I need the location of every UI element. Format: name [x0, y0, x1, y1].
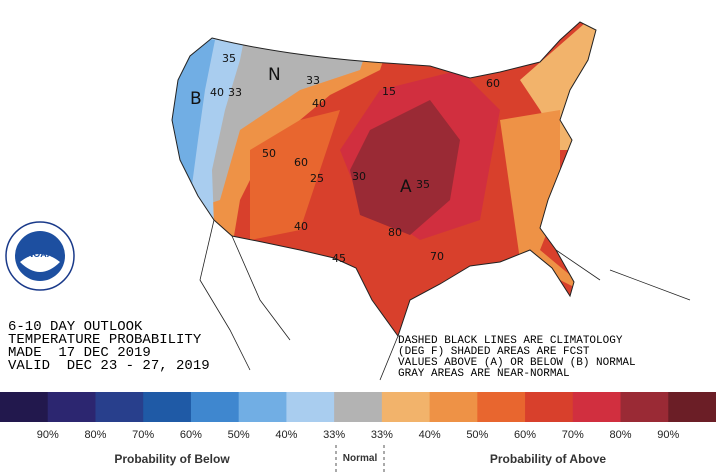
legend-swatch — [525, 392, 574, 422]
legend-normal: Normal — [343, 453, 378, 464]
legend-swatch — [47, 392, 96, 422]
map-label: 80 — [388, 226, 402, 239]
title-line: VALID DEC 23 - 27, 2019 — [8, 358, 210, 374]
map-label: 15 — [382, 85, 396, 98]
legend-label: 70% — [132, 429, 154, 441]
legend-label: 60% — [514, 429, 536, 441]
map-label: 33 — [228, 86, 242, 99]
note-line: (DEG F) SHADED AREAS ARE FCST — [398, 346, 590, 358]
map-shading — [171, 21, 691, 381]
legend-swatch — [477, 392, 526, 422]
legend-label: 60% — [180, 429, 202, 441]
map-label: 35 — [222, 52, 236, 65]
legend-swatch — [381, 392, 431, 422]
note-line: GRAY AREAS ARE NEAR-NORMAL — [398, 368, 570, 380]
legend-label: 40% — [275, 429, 297, 441]
map-label: B — [190, 89, 202, 109]
map-label: 50 — [262, 147, 276, 160]
legend: 90% 80% 70% 60% 50% 40% 33% 33% 40% 50% 60% 70% 80% 9… — [0, 392, 716, 474]
note-line: VALUES ABOVE (A) OR BELOW (B) NORMAL — [398, 357, 636, 369]
note-line: DASHED BLACK LINES ARE CLIMATOLOGY — [398, 335, 623, 347]
map-label: 40 — [294, 220, 308, 233]
legend-label: 40% — [419, 429, 441, 441]
map-label: 25 — [310, 172, 324, 185]
legend-label: 70% — [562, 429, 584, 441]
legend-swatch — [190, 392, 240, 422]
map-label: 30 — [352, 170, 366, 183]
legend-swatch — [334, 392, 383, 422]
legend-swatch — [668, 392, 716, 422]
title-line: MADE 17 DEC 2019 — [8, 345, 151, 361]
title-line: 6-10 DAY OUTLOOK — [8, 319, 143, 335]
legend-swatch — [429, 392, 478, 422]
map-label: 40 — [210, 86, 224, 99]
map-label: 45 — [332, 252, 346, 265]
legend-label: 33% — [371, 429, 393, 441]
legend-swatch — [572, 392, 622, 422]
legend-label: 80% — [84, 429, 106, 441]
note-block: DASHED BLACK LINES ARE CLIMATOLOGY(DEG F… — [398, 335, 636, 380]
legend-swatch — [0, 392, 49, 422]
legend-swatch — [286, 392, 335, 422]
noaa-logo: NOAA — [5, 221, 75, 291]
legend-above: Probability of Above — [490, 452, 607, 466]
legend-swatch — [143, 392, 192, 422]
map-label: 33 — [306, 74, 320, 87]
logo-text: NOAA — [27, 249, 54, 259]
legend-label: 33% — [323, 429, 345, 441]
legend-swatch — [95, 392, 144, 422]
legend-label: 80% — [610, 429, 632, 441]
legend-label: 50% — [466, 429, 488, 441]
legend-swatch — [620, 392, 669, 422]
map-label: 40 — [312, 97, 326, 110]
map-label: N — [268, 65, 281, 85]
title-line: TEMPERATURE PROBABILITY — [8, 332, 202, 348]
legend-below: Probability of Below — [114, 452, 230, 466]
map-label: 35 — [416, 178, 430, 191]
map-label: A — [400, 177, 412, 197]
legend-label: 90% — [37, 429, 59, 441]
map-label: 70 — [430, 250, 444, 263]
legend-label: 50% — [228, 429, 250, 441]
legend-swatch — [238, 392, 287, 422]
map-label: 60 — [486, 77, 500, 90]
legend-label: 90% — [657, 429, 679, 441]
map-label: 60 — [294, 156, 308, 169]
